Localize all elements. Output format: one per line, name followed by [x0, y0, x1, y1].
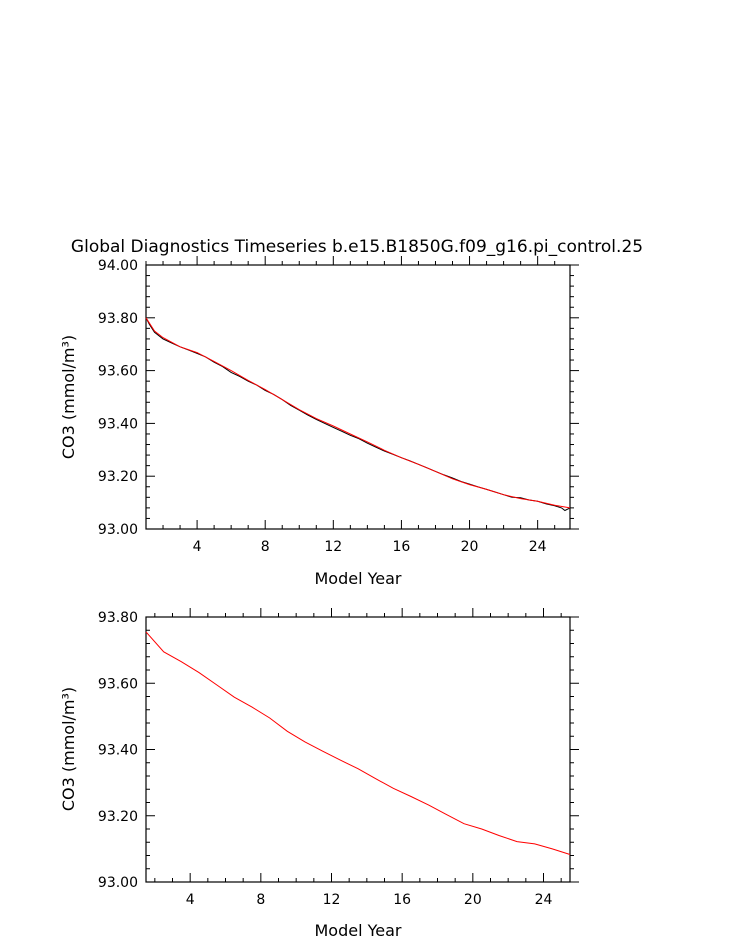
top-chart-y-axis-label: CO3 (mmol/m³) [59, 335, 78, 459]
top-chart-x-tick-label: 16 [393, 539, 411, 555]
bottom-chart-y-axis-label: CO3 (mmol/m³) [59, 687, 78, 811]
bottom-chart-x-tick-label: 16 [393, 892, 411, 908]
bottom-chart-x-tick-label: 12 [323, 892, 341, 908]
top-chart-x-tick-label: 24 [529, 539, 547, 555]
top-chart-ticks [145, 256, 579, 530]
top-chart-series [145, 317, 571, 512]
bottom-chart-series [145, 631, 571, 855]
top-chart-y-tick-label: 93.20 [98, 469, 138, 485]
bottom-chart-frame [145, 616, 571, 883]
top-chart-y-tick-label: 93.00 [98, 522, 138, 538]
top-chart-y-tick-label: 93.60 [98, 364, 138, 380]
bottom-chart-x-tick-label: 24 [535, 892, 553, 908]
top-chart-series-line-black [145, 317, 571, 512]
top-chart-y-tick-label: 93.40 [98, 416, 138, 432]
bottom-chart-x-tick-label: 8 [256, 892, 265, 908]
top-chart-frame [145, 264, 571, 530]
bottom-chart-x-tick-label: 20 [464, 892, 482, 908]
figure-title: Global Diagnostics Timeseries b.e15.B185… [71, 237, 643, 257]
top-chart-y-tick-label: 93.80 [98, 311, 138, 327]
bottom-chart-series-line-red [145, 631, 571, 855]
top-chart-x-tick-label: 12 [324, 539, 342, 555]
top-chart: 4 8 12 16 20 24 93.00 93.20 93.40 93.60 93.80 94.0… [59, 256, 579, 588]
top-chart-x-tick-label: 8 [261, 539, 270, 555]
bottom-chart-y-tick-labels: 93.00 93.20 93.40 93.60 93.80 [98, 610, 138, 891]
bottom-chart-y-tick-label: 93.00 [98, 875, 138, 891]
bottom-chart-x-tick-label: 4 [186, 892, 195, 908]
bottom-chart-x-tick-labels: 4 8 12 16 20 24 [186, 892, 553, 908]
top-chart-x-tick-labels: 4 8 12 16 20 24 [193, 539, 547, 555]
top-chart-series-line-red [145, 317, 571, 509]
bottom-chart-y-tick-label: 93.60 [98, 676, 138, 692]
bottom-chart-ticks [146, 608, 579, 883]
top-chart-y-tick-labels: 93.00 93.20 93.40 93.60 93.80 94.00 [98, 258, 138, 538]
bottom-chart: 4 8 12 16 20 24 93.00 93.20 93.40 93.60 93.80 Mod… [59, 608, 579, 940]
top-chart-y-tick-label: 94.00 [98, 258, 138, 274]
top-chart-x-tick-label: 4 [193, 539, 202, 555]
top-chart-x-tick-label: 20 [461, 539, 479, 555]
bottom-chart-y-tick-label: 93.20 [98, 809, 138, 825]
bottom-chart-x-axis-label: Model Year [315, 921, 402, 940]
bottom-chart-y-tick-label: 93.40 [98, 743, 138, 759]
bottom-chart-y-tick-label: 93.80 [98, 610, 138, 626]
top-chart-x-axis-label: Model Year [315, 569, 402, 588]
